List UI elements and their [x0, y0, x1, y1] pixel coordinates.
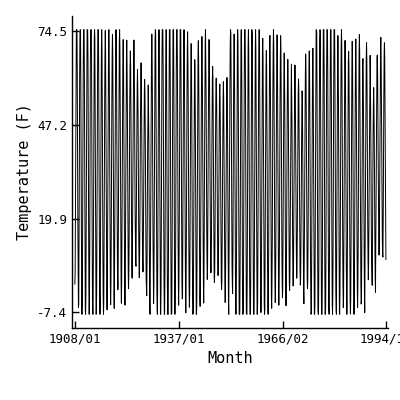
Y-axis label: Temperature (F): Temperature (F) — [16, 104, 32, 240]
X-axis label: Month: Month — [207, 352, 253, 366]
